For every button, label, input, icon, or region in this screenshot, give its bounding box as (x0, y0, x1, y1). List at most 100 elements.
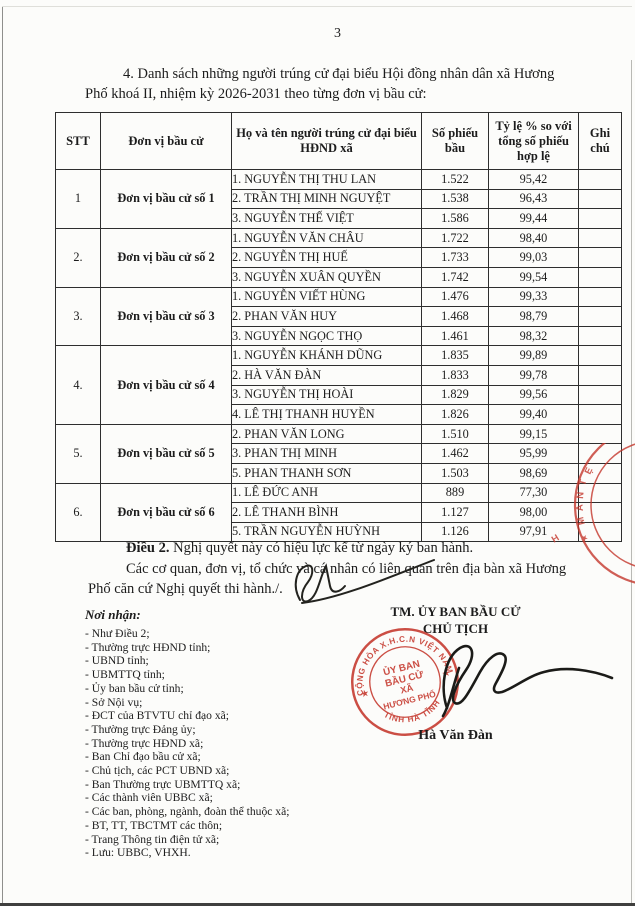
vote-ratio: 98,32 (488, 325, 579, 347)
recipient-item: - Thường trực Đảng ủy; (85, 722, 196, 736)
vote-count: 889 (421, 482, 489, 504)
note-cell (578, 227, 622, 249)
vote-ratio: 99,03 (488, 247, 579, 268)
vote-count: 1.829 (421, 384, 489, 406)
table-row: 3. Đơn vị bầu cử số 3 1. NGUYỄN VIẾT HÙN… (55, 286, 622, 347)
vote-count: 1.462 (421, 443, 489, 464)
candidate-name: 3. NGUYỄN NGỌC THỌ (231, 325, 422, 347)
note-cell (578, 384, 622, 406)
table-row: 1 Đơn vị bầu cử số 1 1. NGUYỄN THỊ THU L… (55, 169, 622, 229)
vote-count: 1.126 (421, 521, 489, 543)
vote-count: 1.476 (421, 286, 489, 308)
article-2-line-3: Phố căn cứ Nghị quyết thi hành./. (88, 581, 283, 597)
table-row: 2. PHAN VĂN HUY 1.468 98,79 (56, 306, 622, 327)
candidate-name: 5. PHAN THANH SƠN (231, 462, 422, 484)
recipients-block: Nơi nhận: - Như Điều 2; - Thường trực HĐ… (85, 607, 335, 860)
vote-count: 1.503 (421, 462, 489, 484)
candidate-name: 5. TRẦN NGUYỄN HUỲNH (231, 521, 422, 543)
edge-stamp-letter: M (575, 515, 588, 526)
note-cell (578, 306, 622, 327)
vote-count: 1.461 (421, 325, 489, 347)
table-row: 2. Đơn vị bầu cử số 2 1. NGUYỄN VĂN CHÂU… (55, 227, 622, 288)
table-row: 4. LÊ THỊ THANH HUYỀN 1.826 99,40 (56, 404, 622, 425)
note-cell (578, 208, 622, 229)
vote-count: 1.522 (421, 169, 489, 190)
vote-ratio: 99,44 (488, 208, 579, 229)
vote-ratio: 99,40 (488, 404, 579, 425)
header-name: Họ và tên người trúng cử đại biểu HĐND x… (231, 112, 422, 170)
note-cell (578, 286, 622, 308)
vote-count: 1.826 (421, 404, 489, 425)
recipient-item: - Ủy ban bầu cử tỉnh; (85, 681, 184, 695)
header-ratio: Tỷ lệ % so với tổng số phiếu hợp lệ (488, 112, 579, 170)
table-row: 5. Đơn vị bầu cử số 5 2. PHAN VĂN LONG 1… (55, 423, 622, 484)
note-cell (578, 423, 622, 445)
stamp-star-left: ★ (359, 688, 370, 699)
signature-block: TM. ỦY BAN BẦU CỬ CHỦ TỊCH (348, 603, 563, 637)
note-cell (578, 404, 622, 425)
recipient-item: - Các ban, phòng, ngành, đoàn thể thuộc … (85, 805, 290, 819)
vote-count: 1.127 (421, 502, 489, 523)
article-2-line-2: Các cơ quan, đơn vị, tổ chức và cá nhân … (126, 560, 567, 577)
stamp-center-line-3: XÃ (399, 683, 414, 696)
candidate-name: 3. NGUYỄN XUÂN QUYỀN (231, 266, 422, 288)
stt-cell: 2. (55, 227, 101, 288)
vote-count: 1.742 (421, 266, 489, 288)
candidate-name: 2. LÊ THANH BÌNH (231, 502, 422, 523)
candidate-name: 2. PHAN VĂN HUY (231, 306, 422, 327)
recipient-item: - Thường trực HĐND tỉnh; (85, 640, 211, 654)
table-row: 2. NGUYỄN THỊ HUẾ 1.733 99,03 (56, 247, 622, 268)
article-2: Điều 2. Nghị quyết này có hiệu lực kể từ… (88, 538, 603, 600)
unit-cell: Đơn vị bầu cử số 1 (100, 169, 232, 229)
scan-edge-bottom (0, 903, 635, 906)
article-2-text: Nghị quyết này có hiệu lực kể từ ngày ký… (169, 540, 474, 556)
stt-cell: 1 (55, 169, 101, 229)
candidate-name: 2. PHAN VĂN LONG (231, 423, 422, 445)
scan-edge-left (2, 7, 3, 906)
table-header-row: STT Đơn vị bầu cử Họ và tên người trúng … (55, 112, 622, 170)
intro-line-1: 4. Danh sách những người trúng cử đại bi… (123, 66, 555, 82)
unit-cell: Đơn vị bầu cử số 4 (100, 345, 232, 425)
unit-cell: Đơn vị bầu cử số 3 (100, 286, 232, 347)
recipient-item: - UBND tỉnh; (85, 654, 149, 668)
stt-cell: 6. (55, 482, 101, 543)
vote-ratio: 99,33 (488, 286, 579, 308)
recipient-item: - Các thành viên UBBC xã; (85, 791, 213, 805)
list-intro: 4. Danh sách những người trúng cử đại bi… (85, 64, 605, 104)
unit-cell: Đơn vị bầu cử số 5 (100, 423, 232, 484)
edge-stamp-letter: T (577, 478, 589, 487)
stt-cell: 3. (55, 286, 101, 347)
note-cell (578, 266, 622, 288)
vote-count: 1.468 (421, 306, 489, 327)
vote-ratio: 99,56 (488, 384, 579, 406)
recipient-item: - Ban Chỉ đạo bầu cử xã; (85, 750, 201, 764)
recipient-item: - Ban Thường trực UBMTTQ xã; (85, 777, 241, 791)
unit-cell: Đơn vị bầu cử số 2 (100, 227, 232, 288)
edge-stamp-letter: Ệ (582, 465, 596, 476)
vote-count: 1.510 (421, 423, 489, 445)
candidate-name: 4. LÊ THỊ THANH HUYỀN (231, 404, 422, 425)
header-note: Ghi chú (578, 112, 622, 170)
recipient-item: - Trang Thông tin điện tử xã; (85, 832, 220, 846)
table-row: 5. PHAN THANH SƠN 1.503 98,69 (56, 462, 622, 484)
note-cell (578, 325, 622, 347)
note-cell (578, 247, 622, 268)
signer-name: Hà Văn Đàn (418, 728, 493, 743)
candidate-name: 2. TRẦN THỊ MINH NGUYỆT (231, 188, 422, 210)
recipient-item: - Thường trực HĐND xã; (85, 736, 204, 750)
signature-ink (441, 644, 614, 718)
candidate-name: 3. PHAN THỊ MINH (231, 443, 422, 464)
table-row: 4. Đơn vị bầu cử số 4 1. NGUYỄN KHÁNH DŨ… (55, 345, 622, 425)
vote-count: 1.722 (421, 227, 489, 249)
scan-edge-top (2, 6, 632, 7)
intro-line-2: Phố khoá II, nhiệm kỳ 2026-2031 theo từn… (85, 86, 427, 102)
vote-ratio: 98,79 (488, 306, 579, 327)
candidate-name: 3. NGUYỄN THỊ HOÀI (231, 384, 422, 406)
vote-ratio: 99,78 (488, 364, 579, 386)
header-unit: Đơn vị bầu cử (100, 112, 232, 170)
vote-count: 1.538 (421, 188, 489, 210)
recipient-item: - Chủ tịch, các PCT UBND xã; (85, 764, 230, 778)
recipient-item: - UBMTTQ tỉnh; (85, 668, 165, 682)
edge-stamp-letter: A (574, 504, 586, 512)
